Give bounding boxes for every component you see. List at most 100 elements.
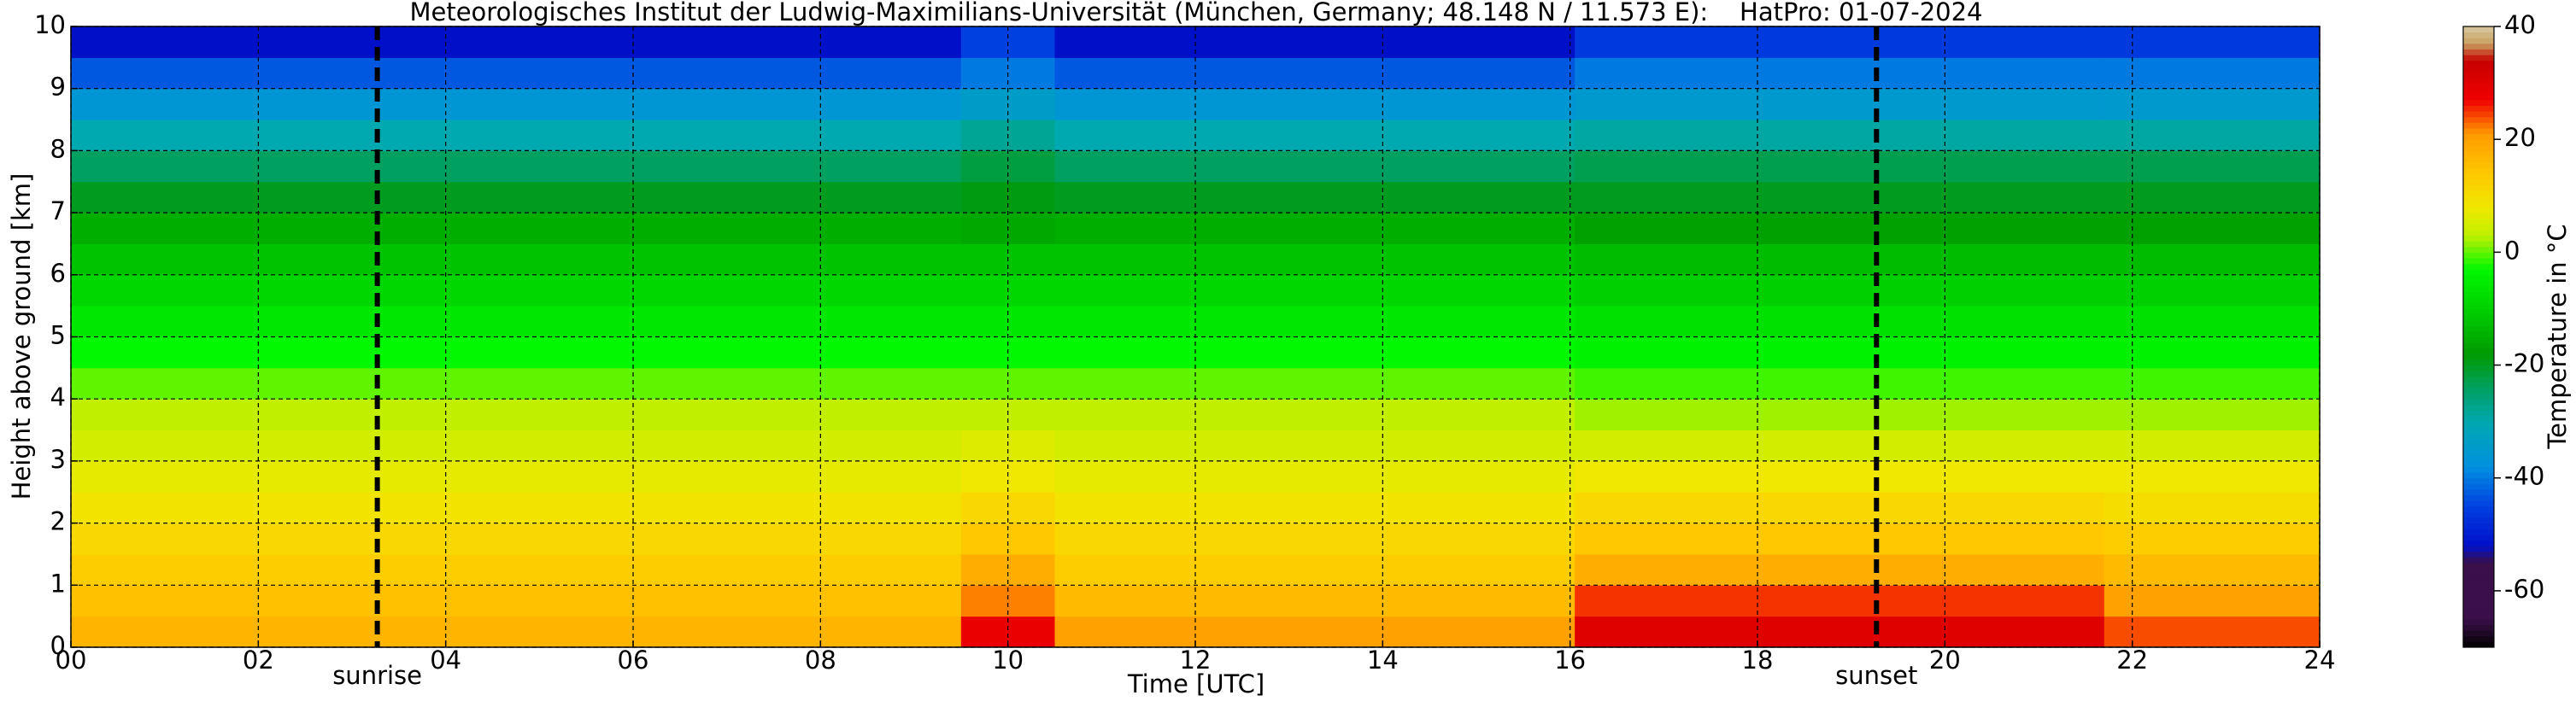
heat-cell — [2104, 460, 2321, 493]
colorbar-band — [2463, 308, 2494, 315]
colorbar-band — [2463, 421, 2494, 428]
colorbar-band — [2463, 348, 2494, 354]
heat-cell — [2104, 243, 2321, 276]
heat-cell — [1575, 523, 2105, 555]
heat-cell — [2104, 523, 2321, 555]
colorbar-band — [2463, 585, 2494, 592]
event-label: sunrise — [332, 661, 422, 690]
colorbar-band — [2463, 60, 2494, 67]
colorbar-band — [2463, 336, 2494, 343]
heat-cell — [1575, 181, 2105, 213]
colorbar-band — [2463, 241, 2494, 248]
colorbar-band — [2463, 602, 2494, 609]
colorbar-band — [2463, 213, 2494, 219]
heat-cell — [71, 26, 962, 58]
colorbar-band — [2463, 477, 2494, 484]
x-tick-label: 22 — [2116, 646, 2148, 675]
heat-cell — [71, 57, 962, 90]
heat-cell — [1575, 213, 2105, 244]
colorbar-band — [2463, 196, 2494, 202]
colorbar-band — [2463, 416, 2494, 423]
heat-cell — [1054, 213, 1576, 244]
colorbar-band — [2463, 229, 2494, 237]
colorbar-band — [2463, 111, 2494, 118]
colorbar-band — [2463, 511, 2494, 518]
heat-cell — [1575, 306, 2105, 337]
heat-cell — [2104, 274, 2321, 307]
x-tick-label: 02 — [243, 646, 274, 675]
colorbar-band — [2463, 546, 2494, 552]
y-tick-label: 10 — [34, 10, 66, 39]
y-tick-label: 9 — [50, 73, 66, 102]
colorbar-band — [2463, 427, 2494, 434]
colorbar-band — [2463, 246, 2494, 253]
colorbar-band — [2463, 466, 2494, 473]
colorbar-band — [2463, 641, 2494, 648]
heat-cell — [1575, 88, 2105, 120]
heat-cell — [1575, 336, 2105, 369]
colorbar-band — [2463, 371, 2494, 377]
colorbar-band — [2463, 574, 2494, 581]
heat-cell — [1054, 120, 1576, 151]
heat-cell — [1575, 57, 2105, 90]
heat-cell — [71, 243, 962, 276]
heat-cell — [1054, 274, 1576, 307]
colorbar-band — [2463, 38, 2494, 44]
heat-cell — [1054, 399, 1576, 431]
colorbar-band — [2463, 404, 2494, 411]
heat-cell — [1054, 460, 1576, 493]
heat-cell — [1575, 274, 2105, 307]
heat-cell — [2104, 429, 2321, 462]
heat-cell — [1054, 181, 1576, 213]
colorbar-band — [2463, 280, 2494, 287]
plot-frame — [70, 26, 2321, 648]
heat-cell — [2104, 336, 2321, 369]
heat-cell — [71, 336, 962, 369]
heat-cell — [71, 523, 962, 555]
colorbar-band — [2463, 291, 2494, 298]
colorbar-band — [2463, 523, 2494, 529]
colorbar-band — [2463, 26, 2494, 33]
heat-cell — [71, 460, 962, 493]
colorbar-band — [2463, 483, 2494, 490]
x-tick-label: 16 — [1554, 646, 1586, 675]
colorbar-band — [2463, 500, 2494, 507]
heat-cell — [2104, 213, 2321, 244]
colorbar-band — [2463, 99, 2494, 107]
heat-cell — [1054, 88, 1576, 120]
colorbar-band — [2463, 630, 2494, 637]
heat-cell — [1054, 336, 1576, 369]
x-tick-label: 14 — [1367, 646, 1399, 675]
colorbar-band — [2463, 32, 2494, 38]
colorbar-band — [2463, 55, 2494, 61]
colorbar-band — [2463, 156, 2494, 163]
heat-cell — [1054, 26, 1576, 58]
colorbar-band — [2463, 534, 2494, 540]
heat-cell — [1575, 120, 2105, 151]
colorbar-band — [2463, 314, 2494, 321]
heat-cell — [2104, 57, 2321, 90]
colorbar-band — [2463, 178, 2494, 185]
colorbar-band — [2463, 302, 2494, 309]
colorbar-band — [2463, 184, 2494, 191]
colorbar-band — [2463, 449, 2494, 456]
colorbar-band — [2463, 83, 2494, 90]
heat-cell — [71, 553, 962, 586]
heat-cell — [2104, 492, 2321, 524]
heat-cell — [2104, 181, 2321, 213]
colorbar-band — [2463, 269, 2494, 276]
colorbar-band — [2463, 161, 2494, 168]
colorbar-tick-label: -20 — [2504, 349, 2544, 378]
colorbar-label: Temperature in °C — [2543, 224, 2572, 449]
heat-cell — [1575, 367, 2105, 400]
x-tick-label: 04 — [430, 646, 461, 675]
heat-cell — [71, 88, 962, 120]
heat-cell — [2104, 553, 2321, 586]
y-tick-label: 2 — [50, 507, 66, 536]
heat-cell — [1054, 150, 1576, 183]
colorbar-band — [2463, 399, 2494, 406]
colorbar-band — [2463, 201, 2494, 207]
colorbar-band — [2463, 325, 2494, 332]
heat-cell — [1054, 429, 1576, 462]
